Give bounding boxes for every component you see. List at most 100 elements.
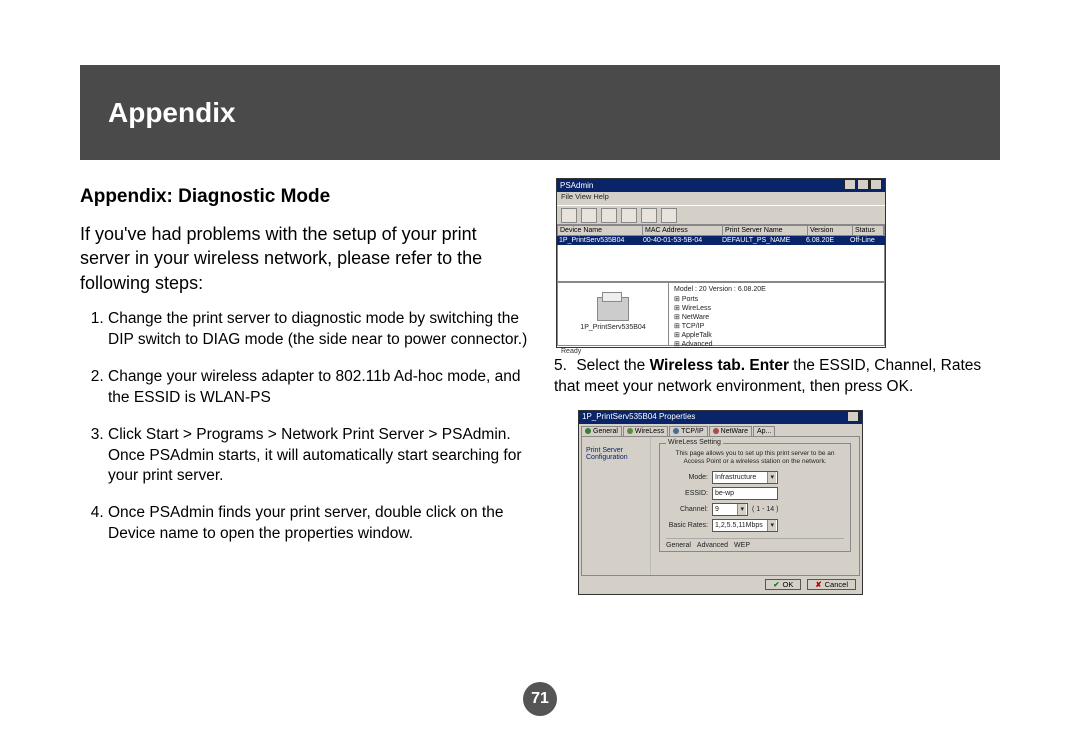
step-5-text-bold: Wireless tab. Enter (650, 357, 789, 374)
dialog-buttons: ✔OK ✘Cancel (579, 576, 862, 594)
step-5-number: 5. (554, 356, 572, 377)
tree-wireless: WireLess (674, 304, 879, 313)
properties-dialog: 1P_PrintServ535B04 Properties General Wi… (578, 410, 863, 595)
select-mode: Infrastructure (712, 471, 778, 484)
props-side-panel: Print Server Configuration (582, 437, 651, 575)
intro-paragraph: If you've had problems with the setup of… (80, 222, 530, 295)
col-mac: MAC Address (643, 226, 723, 235)
check-icon: ✔ (773, 581, 779, 589)
label-rates: Basic Rates: (666, 522, 708, 529)
device-list-header: Device Name MAC Address Print Server Nam… (557, 225, 885, 236)
tree-advanced: Advanced (674, 340, 879, 349)
psadmin-lower-pane: 1P_PrintServ535B04 Model : 20 Version : … (557, 282, 885, 346)
row-rates: Basic Rates: 1,2,5.5,11Mbps (666, 519, 844, 532)
psadmin-titlebar: PSAdmin (557, 179, 885, 192)
tree-tcpip: TCP/IP (674, 322, 879, 331)
cell-device-name: 1P_PrintServ535B04 (557, 236, 641, 245)
tree-model: Model : 20 Version : 6.08.20E (674, 286, 879, 293)
device-tree-pane: Model : 20 Version : 6.08.20E Ports Wire… (669, 283, 884, 345)
props-title: 1P_PrintServ535B04 Properties (582, 413, 695, 421)
steps-list-left: Change the print server to diagnostic mo… (80, 309, 530, 545)
right-column: PSAdmin File View Help Device Name MAC A… (550, 178, 1000, 605)
psadmin-toolbar (557, 205, 885, 225)
device-icon-pane: 1P_PrintServ535B04 (558, 283, 669, 345)
cell-version: 6.08.20E (804, 236, 848, 245)
row-essid: ESSID: be-wp (666, 487, 844, 500)
label-essid: ESSID: (666, 490, 708, 497)
toolbar-button (621, 208, 637, 223)
props-tabbar: General WireLess TCP/IP NetWare Ap... (579, 424, 862, 436)
header-band: Appendix (80, 65, 1000, 160)
toolbar-button (601, 208, 617, 223)
props-body: Print Server Configuration WireLess Sett… (581, 436, 860, 576)
toolbar-button (641, 208, 657, 223)
tree-appletalk: AppleTalk (674, 331, 879, 340)
cell-mac: 00-40-01-53-5B-04 (641, 236, 720, 245)
tab-wireless: WireLess (623, 426, 668, 436)
step-3: Click Start > Programs > Network Print S… (108, 425, 530, 488)
wireless-icon (627, 428, 633, 434)
groupbox-title: WireLess Setting (666, 439, 723, 446)
device-list-row: 1P_PrintServ535B04 00-40-01-53-5B-04 DEF… (557, 236, 885, 245)
tcpip-icon (673, 428, 679, 434)
step-2: Change your wireless adapter to 802.11b … (108, 367, 530, 409)
tab-general: General (581, 426, 622, 436)
row-mode: Mode: Infrastructure (666, 471, 844, 484)
subtab-wep: WEP (734, 542, 750, 549)
subtab-general: General (666, 542, 691, 549)
cancel-button: ✘Cancel (807, 579, 856, 591)
page-number: 71 (531, 690, 549, 708)
page-number-badge: 71 (523, 682, 557, 716)
label-mode: Mode: (666, 474, 708, 481)
section-heading: Appendix: Diagnostic Mode (80, 186, 530, 208)
wireless-groupbox: WireLess Setting This page allows you to… (659, 443, 851, 553)
device-icon-label: 1P_PrintServ535B04 (580, 324, 645, 331)
tree-netware: NetWare (674, 313, 879, 322)
globe-icon (585, 428, 591, 434)
cell-psname: DEFAULT_PS_NAME (720, 236, 804, 245)
x-icon: ✘ (815, 581, 821, 589)
printer-icon (597, 297, 629, 321)
psadmin-window: PSAdmin File View Help Device Name MAC A… (556, 178, 886, 348)
col-psname: Print Server Name (723, 226, 808, 235)
document-page: Appendix Appendix: Diagnostic Mode If yo… (80, 65, 1000, 605)
groupbox-description: This page allows you to set up this prin… (666, 450, 844, 466)
netware-icon (713, 428, 719, 434)
select-channel: 9 (712, 503, 748, 516)
toolbar-button (661, 208, 677, 223)
device-list-empty (557, 245, 885, 282)
step-5-text-pre: Select the (576, 357, 649, 374)
col-version: Version (808, 226, 853, 235)
label-channel: Channel: (666, 506, 708, 513)
content-columns: Appendix: Diagnostic Mode If you've had … (80, 178, 1000, 605)
col-device-name: Device Name (558, 226, 643, 235)
psadmin-menubar: File View Help (557, 192, 885, 205)
tab-appletalk: Ap... (753, 426, 775, 436)
tab-tcpip: TCP/IP (669, 426, 708, 436)
side-label-2: Configuration (586, 454, 646, 461)
props-form-pane: WireLess Setting This page allows you to… (651, 437, 859, 575)
tree-ports: Ports (674, 295, 879, 304)
step-4: Once PSAdmin finds your print server, do… (108, 503, 530, 545)
step-1: Change the print server to diagnostic mo… (108, 309, 530, 351)
cell-status: Off-Line (848, 236, 885, 245)
tab-netware: NetWare (709, 426, 752, 436)
col-status: Status (853, 226, 884, 235)
toolbar-button (581, 208, 597, 223)
step-5: 5. Select the Wireless tab. Enter the ES… (550, 356, 1000, 398)
select-rates: 1,2,5.5,11Mbps (712, 519, 778, 532)
props-titlebar: 1P_PrintServ535B04 Properties (579, 411, 862, 424)
psadmin-title: PSAdmin (560, 182, 593, 190)
header-title: Appendix (108, 97, 236, 129)
input-essid: be-wp (712, 487, 778, 500)
side-label-1: Print Server (586, 447, 646, 454)
ok-button: ✔OK (765, 579, 801, 591)
wireless-subtabs: General Advanced WEP (666, 538, 844, 549)
props-close-button (846, 411, 859, 424)
left-column: Appendix: Diagnostic Mode If you've had … (80, 178, 530, 605)
channel-range: ( 1 - 14 ) (752, 506, 778, 513)
subtab-advanced: Advanced (697, 542, 728, 549)
row-channel: Channel: 9 ( 1 - 14 ) (666, 503, 844, 516)
window-control-buttons (843, 179, 882, 192)
toolbar-button (561, 208, 577, 223)
